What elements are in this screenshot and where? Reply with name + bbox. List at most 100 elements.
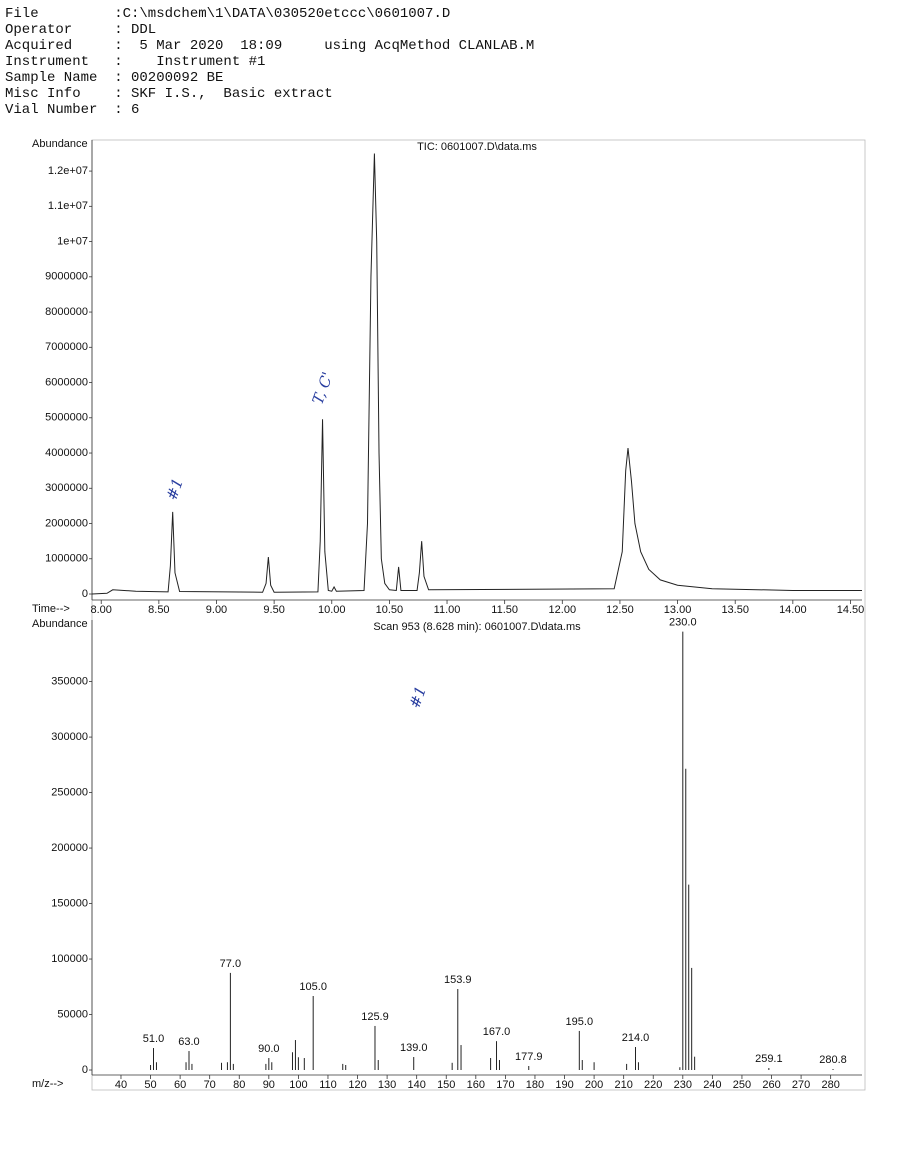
y-tick-label: 1e+07 [57, 235, 88, 247]
header-row: File:C:\msdchem\1\DATA\030520etccc\06010… [5, 6, 534, 22]
x-tick-label: 140 [407, 1079, 425, 1091]
peak-label: 77.0 [220, 958, 241, 970]
handwritten-note: #1 [406, 684, 430, 711]
header-value: : DDL [114, 22, 157, 38]
x-tick-label: 90 [263, 1079, 275, 1091]
x-tick-label: 10.50 [376, 604, 404, 616]
peak-label: 259.1 [755, 1053, 783, 1065]
x-tick-label: 14.00 [779, 604, 807, 616]
x-tick-label: 260 [762, 1079, 780, 1091]
x-tick-label: 100 [289, 1079, 307, 1091]
y-tick-label: 150000 [51, 897, 88, 909]
header-label: Misc Info [5, 86, 81, 102]
y-tick-label: 1.1e+07 [48, 200, 88, 212]
header-row: Instrument : Instrument #1 [5, 54, 534, 70]
x-tick-label: 270 [792, 1079, 810, 1091]
header-label: Instrument [5, 54, 90, 70]
x-tick-label: 130 [378, 1079, 396, 1091]
handwritten-note: #1 [163, 476, 187, 503]
x-tick-label: 8.00 [91, 604, 112, 616]
x-tick-label: 9.50 [263, 604, 284, 616]
peak-label: 125.9 [361, 1011, 389, 1023]
x-tick-label: 110 [319, 1079, 337, 1091]
y-tick-label: 6000000 [45, 376, 88, 388]
x-tick-label: 180 [526, 1079, 544, 1091]
x-tick-label: 13.00 [664, 604, 692, 616]
x-tick-label: 11.00 [434, 604, 461, 616]
header-label: Operator [5, 22, 73, 38]
x-tick-label: 230 [674, 1079, 692, 1091]
x-axis-label: m/z--> [32, 1078, 63, 1090]
peak-label: 280.8 [819, 1054, 847, 1066]
x-tick-label: 190 [555, 1079, 573, 1091]
x-tick-label: 12.00 [549, 604, 577, 616]
x-tick-label: 280 [821, 1079, 839, 1091]
peak-label: 214.0 [622, 1032, 650, 1044]
x-tick-label: 200 [585, 1079, 603, 1091]
y-tick-label: 7000000 [45, 341, 88, 353]
x-axis-label: Time--> [32, 603, 70, 615]
x-tick-label: 13.50 [721, 604, 749, 616]
x-tick-label: 9.00 [206, 604, 227, 616]
frame [91, 139, 866, 1091]
y-tick-label: 1000000 [45, 553, 88, 565]
y-tick-label: 0 [82, 588, 88, 600]
x-tick-label: 150 [437, 1079, 455, 1091]
header-value: : SKF I.S., Basic extract [114, 86, 333, 102]
x-tick-label: 50 [144, 1079, 156, 1091]
y-tick-label: 4000000 [45, 447, 88, 459]
x-tick-label: 170 [496, 1079, 514, 1091]
y-tick-label: 5000000 [45, 412, 88, 424]
y-axis-label: Abundance [32, 138, 88, 150]
y-tick-label: 350000 [51, 676, 88, 688]
x-tick-label: 40 [115, 1079, 127, 1091]
y-tick-label: 3000000 [45, 482, 88, 494]
x-tick-label: 120 [348, 1079, 366, 1091]
peak-label: 139.0 [400, 1042, 428, 1054]
y-tick-label: 1.2e+07 [48, 165, 88, 177]
peak-label: 90.0 [258, 1043, 279, 1055]
y-tick-label: 9000000 [45, 271, 88, 283]
header-row: Operator : DDL [5, 22, 534, 38]
peak-label: 105.0 [299, 981, 327, 993]
y-tick-label: 2000000 [45, 517, 88, 529]
y-tick-label: 8000000 [45, 306, 88, 318]
header-label: File [5, 6, 39, 22]
header-label: Sample Name [5, 70, 98, 86]
peak-label: 153.9 [444, 974, 472, 986]
x-tick-label: 10.00 [318, 604, 346, 616]
peak-label: 167.0 [483, 1026, 511, 1038]
x-tick-label: 250 [733, 1079, 751, 1091]
x-tick-label: 210 [614, 1079, 632, 1091]
header-row: Misc Info : SKF I.S., Basic extract [5, 86, 534, 102]
peak-label: 195.0 [566, 1016, 594, 1028]
y-tick-label: 250000 [51, 786, 88, 798]
y-tick-label: 300000 [51, 731, 88, 743]
x-tick-label: 240 [703, 1079, 721, 1091]
header-row: Vial Number : 6 [5, 102, 534, 118]
y-tick-label: 0 [82, 1064, 88, 1076]
x-tick-label: 80 [233, 1079, 245, 1091]
x-tick-label: 8.50 [148, 604, 169, 616]
y-axis-label: Abundance [32, 618, 88, 630]
header-row: Sample Name : 00200092 BE [5, 70, 534, 86]
header: File:C:\msdchem\1\DATA\030520etccc\06010… [5, 6, 534, 118]
peak-label: 51.0 [143, 1033, 164, 1045]
peak-label: 230.0 [669, 617, 697, 629]
header-label: Vial Number [5, 102, 98, 118]
y-tick-label: 50000 [57, 1008, 88, 1020]
header-row: Acquired: 5 Mar 2020 18:09 using AcqMeth… [5, 38, 534, 54]
handwritten-note: T, C' [309, 370, 337, 407]
y-tick-label: 100000 [51, 953, 88, 965]
chart-title: TIC: 0601007.D\data.ms [417, 141, 537, 153]
header-value: : 5 Mar 2020 18:09 using AcqMethod CLANL… [114, 38, 535, 54]
header-value: : 6 [114, 102, 140, 118]
y-tick-label: 200000 [51, 842, 88, 854]
peak-label: 63.0 [178, 1036, 199, 1048]
x-tick-label: 220 [644, 1079, 662, 1091]
header-value: : Instrument #1 [114, 54, 266, 70]
x-tick-label: 14.50 [837, 604, 865, 616]
header-value: : 00200092 BE [114, 70, 224, 86]
x-tick-label: 12.50 [606, 604, 634, 616]
